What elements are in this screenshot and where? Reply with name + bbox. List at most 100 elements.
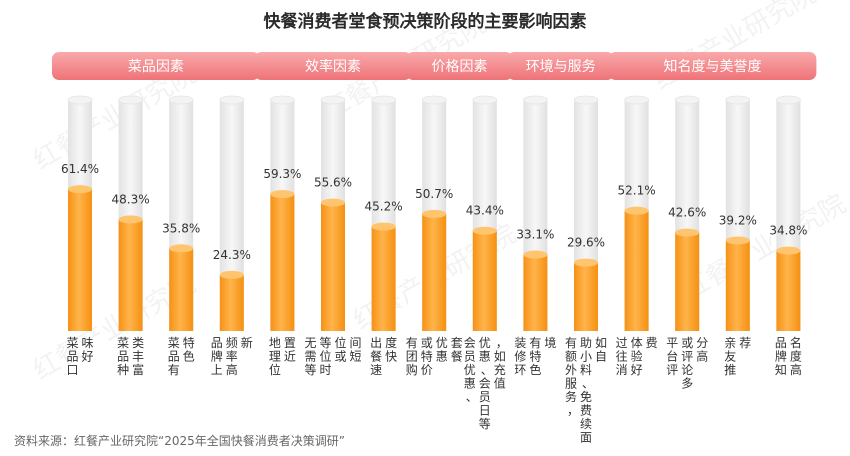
value-label: 52.1% (618, 184, 656, 198)
category-char: 修 (514, 349, 526, 364)
bar-track-cap (624, 95, 649, 105)
bar (675, 232, 700, 331)
category-char: 丰 (132, 350, 144, 364)
bar (574, 262, 598, 331)
category-char: 置 (284, 336, 296, 350)
group-pill (507, 52, 614, 80)
bar-track-cap (573, 95, 599, 105)
value-label: 45.2% (365, 200, 403, 214)
value-label: 50.7% (415, 187, 453, 201)
category-char: 品 (211, 336, 223, 350)
category-char: 自 (595, 350, 607, 364)
bar (776, 250, 801, 331)
bar (321, 202, 345, 331)
category-char: 新 (241, 335, 253, 350)
bar-track-cap (219, 95, 245, 105)
category-char: 品 (775, 336, 787, 350)
category-char: 小 (580, 350, 592, 364)
category-char: 近 (284, 350, 296, 364)
value-label: 33.1% (516, 228, 554, 242)
category-char: 论 (681, 363, 693, 377)
category-char: 有 (565, 336, 577, 350)
category-char: 无 (304, 336, 316, 350)
category-char: 或 (334, 350, 346, 364)
category-char: 装 (514, 336, 526, 350)
category-char: 品 (117, 350, 129, 364)
bar (422, 213, 447, 331)
group-pill (254, 52, 412, 80)
category-char: 种 (117, 363, 129, 377)
category-char: 等 (304, 363, 316, 377)
chart-title: 快餐消费者堂食预决策阶段的主要影响因素 (263, 12, 587, 32)
value-label: 59.3% (263, 167, 301, 181)
category-char: 间 (349, 336, 361, 350)
category-char: 率 (226, 349, 238, 364)
category-char: 、 (481, 363, 493, 377)
value-label: 34.8% (769, 224, 807, 238)
category-char: 菜 (66, 336, 78, 350)
bar (68, 189, 92, 331)
group-label: 价格因素 (432, 59, 488, 75)
category-char: 特 (183, 335, 195, 350)
bar (118, 219, 143, 331)
bar-track-cap (118, 95, 144, 105)
category-char: 品 (66, 350, 78, 364)
category-char: 富 (132, 362, 144, 377)
category-char: 荐 (739, 336, 751, 350)
category-char: 充 (494, 362, 506, 377)
category-char: 地 (269, 336, 281, 350)
category-char: 速 (370, 363, 382, 377)
category-char: 等 (319, 336, 331, 350)
category-char: 分 (696, 336, 708, 350)
category-char: 消 (616, 363, 628, 377)
category-char: 味 (81, 336, 93, 350)
bar-cap (624, 206, 649, 215)
category-char: 高 (226, 362, 238, 377)
category-char: 验 (631, 349, 643, 364)
category-char: 料 (580, 363, 592, 377)
category-char: 有 (529, 336, 541, 350)
value-label: 43.4% (466, 204, 504, 218)
bar-cap (523, 250, 548, 259)
value-label: 48.3% (112, 192, 150, 206)
category-char: 品 (168, 350, 180, 364)
value-labels: 61.4% 48.3% 35.8% 24.3% 59.3% 55.6% 45.2% 50.7%… (61, 162, 808, 262)
bar-track-cap (67, 95, 93, 105)
bar-track-cap (421, 95, 447, 105)
bar-track-cap (472, 95, 498, 105)
value-label: 35.8% (162, 221, 200, 235)
category-char: 需 (304, 350, 316, 364)
category-char: 上 (211, 363, 223, 377)
bar-cap (118, 215, 143, 224)
group-label: 菜品因素 (128, 59, 184, 75)
category-char: 员 (479, 390, 491, 404)
bar-cap (675, 228, 700, 237)
bar-cap (270, 190, 295, 199)
category-char: 环 (514, 363, 526, 377)
group-headers: 菜品因素 效率因素 价格因素 环境与服务 知名度与美誉度 (52, 52, 817, 80)
category-char: 助 (580, 336, 592, 350)
category-char: 台 (666, 349, 678, 364)
bar-track-cap (269, 95, 295, 105)
category-char: 评 (681, 350, 693, 364)
category-char: 惠 (436, 350, 448, 364)
category-char: 色 (183, 350, 195, 364)
category-char: ， (496, 336, 508, 350)
category-char: 快 (385, 350, 397, 364)
bar-cap (169, 244, 194, 253)
bar-track-cap (168, 95, 194, 105)
category-char: 理 (269, 350, 281, 364)
category-char: 有 (406, 336, 418, 350)
bar-cap (321, 198, 345, 207)
category-char: 价 (421, 363, 433, 377)
category-char: 会 (479, 377, 491, 391)
